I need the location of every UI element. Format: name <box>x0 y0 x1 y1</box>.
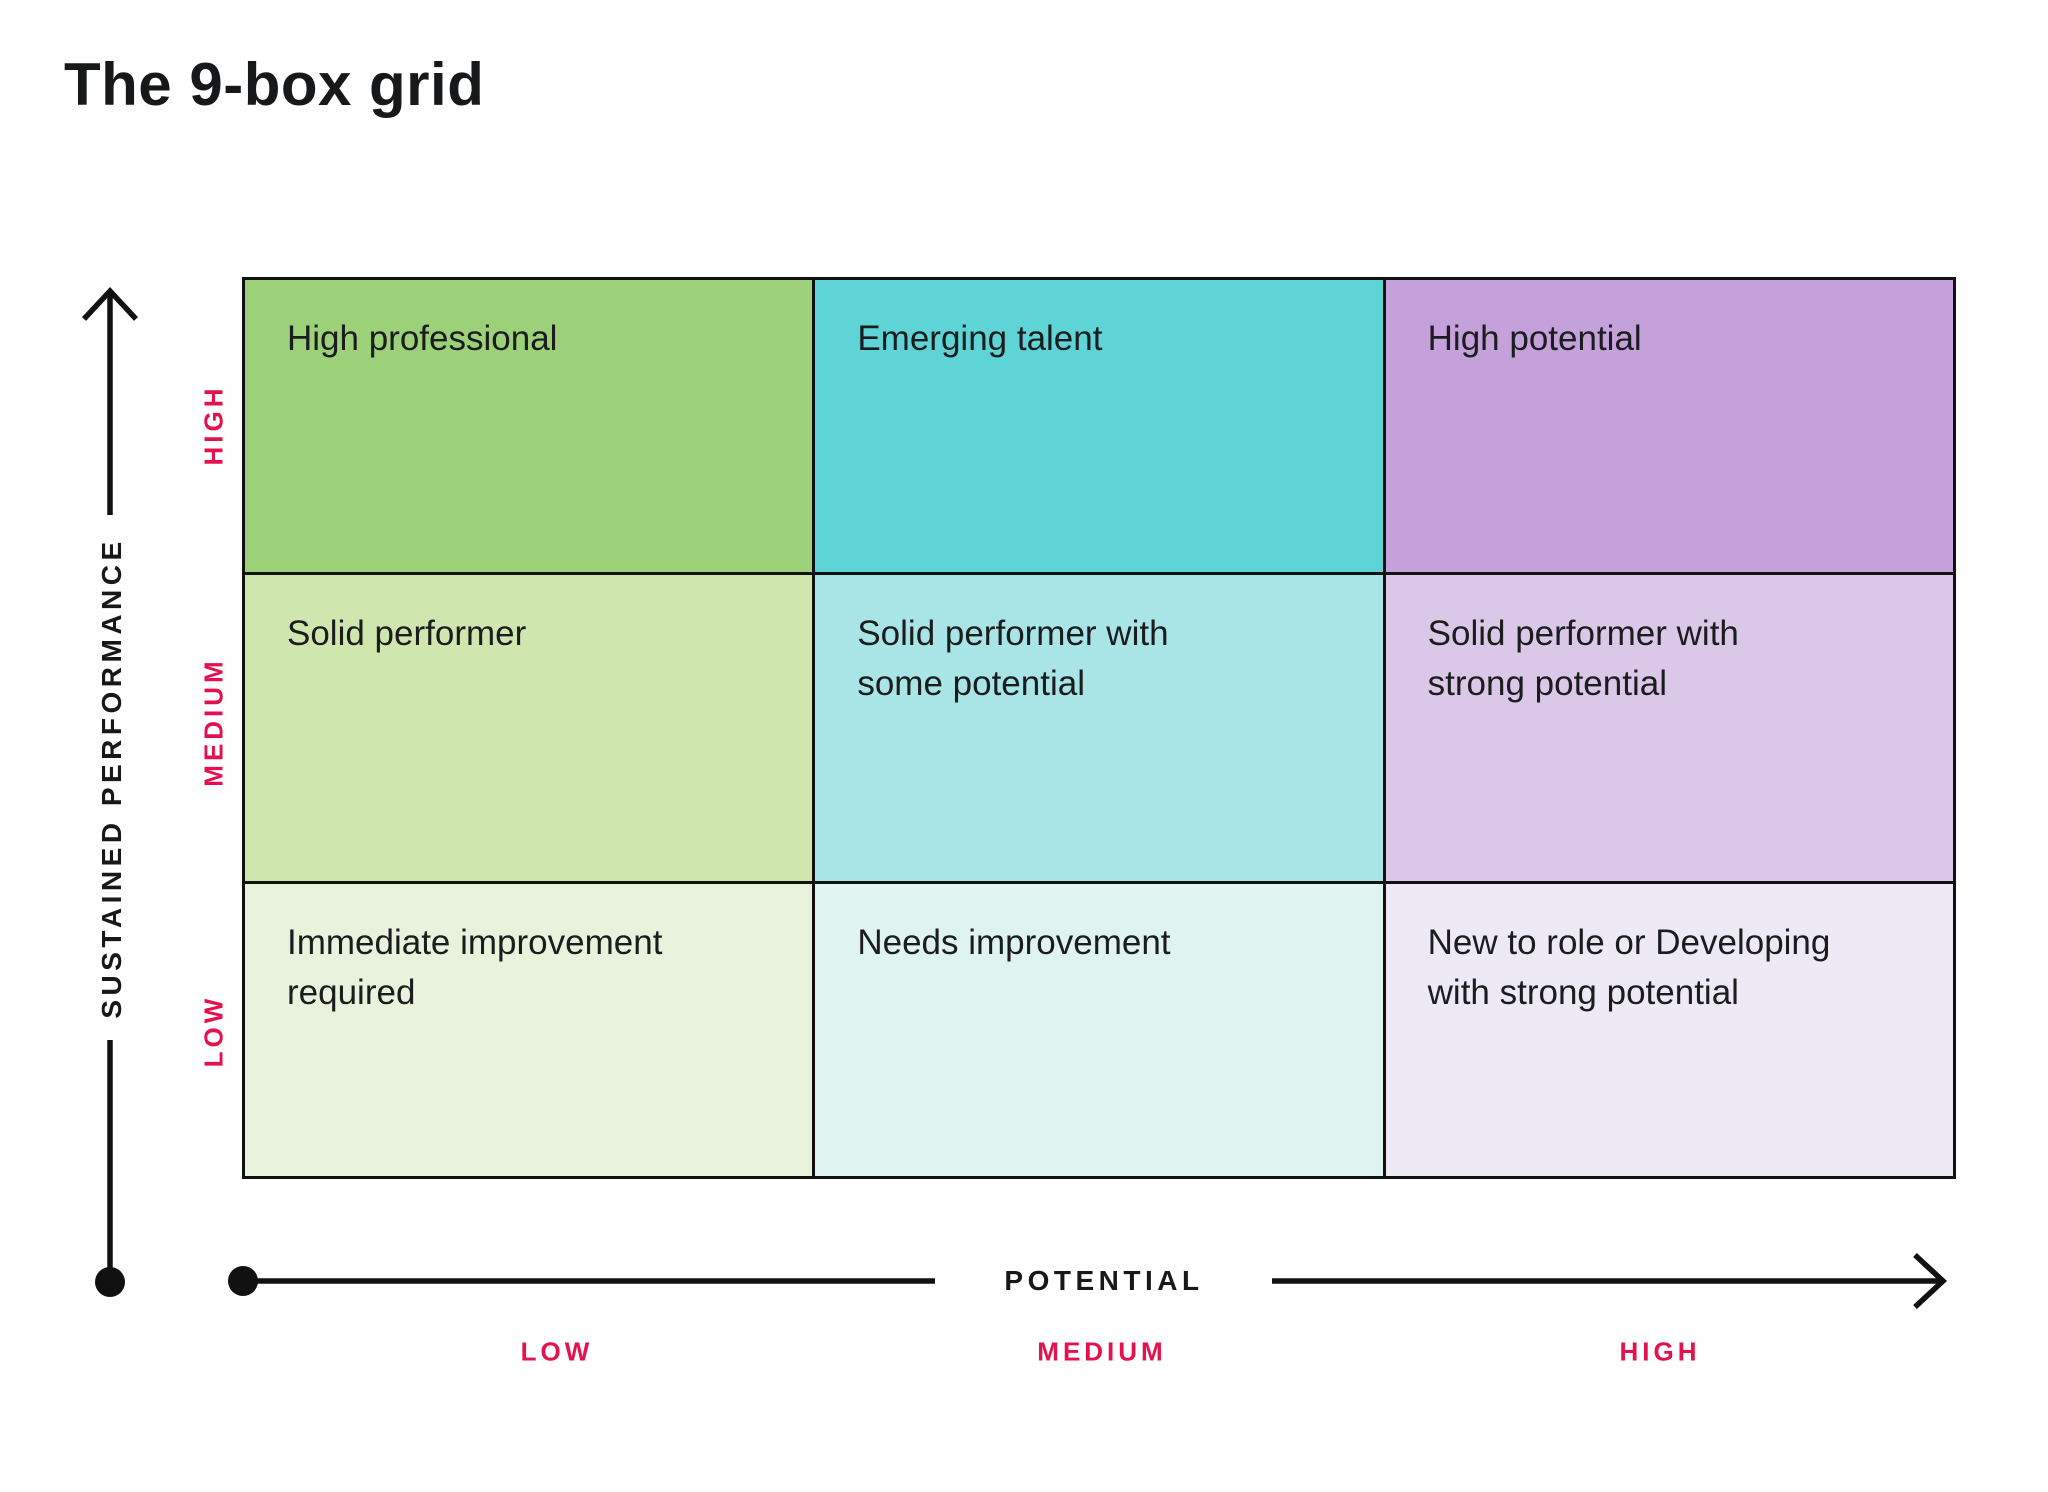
cell-low-perf-low-pot: Immediate improvement required <box>245 884 813 1176</box>
y-axis-arrow <box>81 286 139 515</box>
x-tick-medium: MEDIUM <box>1037 1336 1167 1367</box>
cell-high-perf-medium-pot: Emerging talent <box>815 280 1383 572</box>
y-axis-base <box>95 1040 125 1297</box>
cell-high-perf-high-pot: High potential <box>1385 280 1953 572</box>
x-axis-base <box>228 1266 935 1296</box>
y-tick-high: HIGH <box>198 384 229 466</box>
nine-box-matrix: High professional Emerging talent High p… <box>242 277 1956 1179</box>
page-title: The 9-box grid <box>64 51 485 118</box>
x-axis-arrow <box>1272 1252 1948 1310</box>
x-axis-origin-dot <box>228 1266 258 1296</box>
cell-medium-perf-low-pot: Solid performer <box>245 575 813 881</box>
up-arrow-icon <box>81 286 139 321</box>
x-axis-title: POTENTIAL <box>1004 1265 1204 1296</box>
y-tick-medium: MEDIUM <box>198 657 229 787</box>
cell-low-perf-medium-pot: Needs improvement <box>815 884 1383 1176</box>
y-axis-title: SUSTAINED PERFORMANCE <box>96 537 127 1019</box>
x-tick-low: LOW <box>520 1336 594 1367</box>
y-axis-origin-dot <box>95 1267 125 1297</box>
y-tick-low: LOW <box>198 994 229 1068</box>
cell-low-perf-high-pot: New to role or Developing with strong po… <box>1385 884 1953 1176</box>
cell-medium-perf-high-pot: Solid performer with strong potential <box>1385 575 1953 881</box>
cell-high-perf-low-pot: High professional <box>245 280 813 572</box>
right-arrow-icon <box>1913 1252 1948 1310</box>
x-tick-high: HIGH <box>1619 1336 1701 1367</box>
cell-medium-perf-medium-pot: Solid performer with some potential <box>815 575 1383 881</box>
